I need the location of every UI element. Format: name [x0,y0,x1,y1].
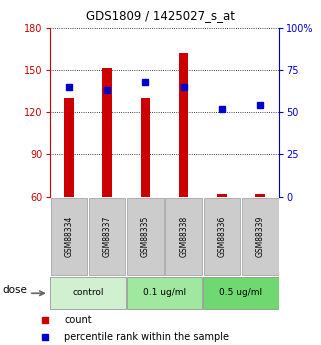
Text: 0.1 ug/ml: 0.1 ug/ml [143,288,186,297]
Text: GSM88339: GSM88339 [256,216,265,257]
FancyBboxPatch shape [204,198,240,275]
FancyBboxPatch shape [203,277,279,309]
Text: 0.5 ug/ml: 0.5 ug/ml [220,288,263,297]
Bar [102,68,112,197]
FancyBboxPatch shape [50,198,87,275]
Bar [217,194,227,197]
Text: count: count [64,315,92,325]
Text: GSM88336: GSM88336 [217,216,226,257]
Bar [141,98,150,197]
FancyBboxPatch shape [127,277,202,309]
Text: control: control [72,288,104,297]
FancyBboxPatch shape [89,198,126,275]
Text: GSM88334: GSM88334 [65,216,74,257]
Bar [179,53,188,197]
FancyBboxPatch shape [127,198,164,275]
FancyBboxPatch shape [242,198,279,275]
Text: GSM88337: GSM88337 [103,216,112,257]
FancyBboxPatch shape [165,198,202,275]
FancyBboxPatch shape [50,277,126,309]
Text: dose: dose [3,285,27,295]
Text: GSM88335: GSM88335 [141,216,150,257]
Text: GDS1809 / 1425027_s_at: GDS1809 / 1425027_s_at [86,9,235,22]
Text: GSM88338: GSM88338 [179,216,188,257]
Text: percentile rank within the sample: percentile rank within the sample [64,333,229,342]
Bar [64,98,74,197]
Bar [256,194,265,197]
